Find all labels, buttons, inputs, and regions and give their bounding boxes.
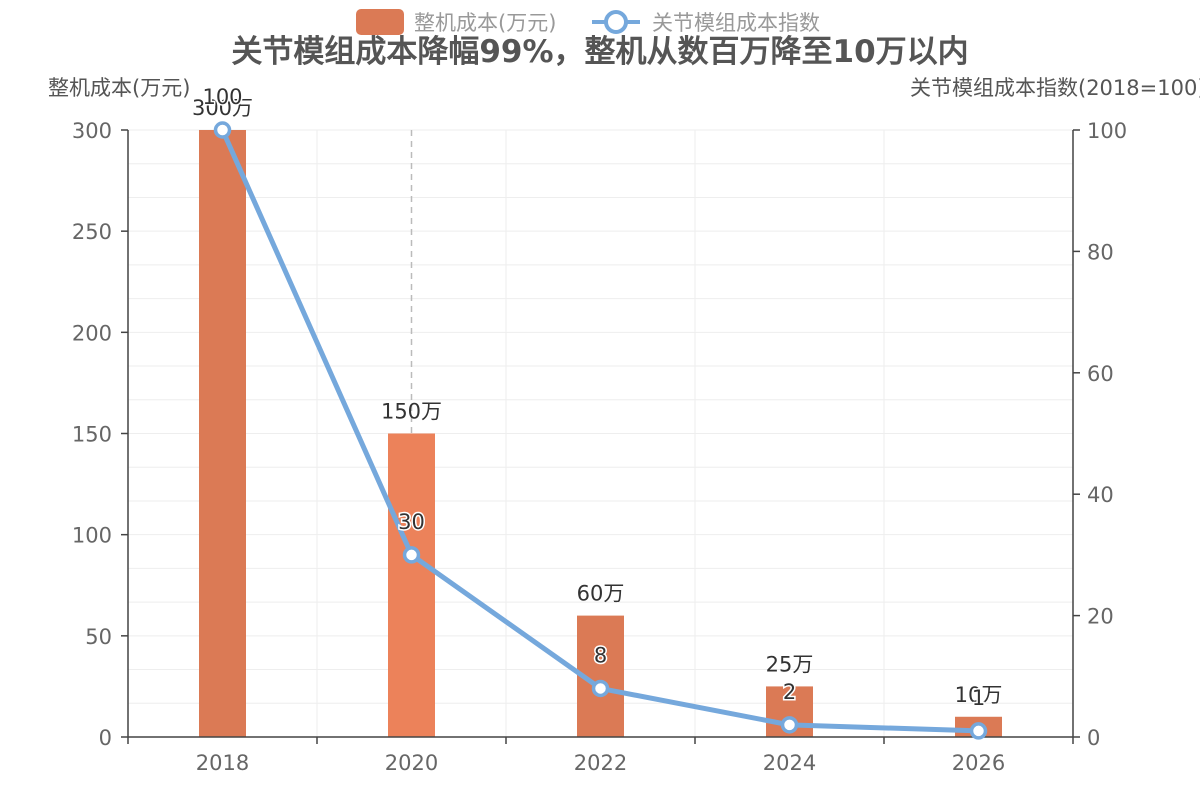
bar-value-label: 60万 — [577, 582, 625, 606]
y-axis-right-tick-label: 80 — [1087, 240, 1114, 264]
y-axis-left-tick-label: 150 — [72, 423, 112, 447]
x-axis-tick-label: 2022 — [574, 751, 627, 775]
y-axis-right-tick-label: 40 — [1087, 483, 1114, 507]
legend-bar-swatch[interactable] — [356, 9, 404, 35]
y-axis-right-ticks: 0 20 40 60 80 100 — [1073, 119, 1127, 750]
x-axis-tick-label: 2024 — [763, 751, 816, 775]
bar-value-label: 150万 — [381, 400, 442, 424]
legend[interactable]: 整机成本(万元) 关节模组成本指数 — [356, 9, 820, 35]
y-axis-left-ticks: 0 50 100 150 200 250 300 — [72, 119, 128, 750]
y-axis-right-title: 关节模组成本指数(2018=100) — [910, 76, 1200, 100]
line-point-2024 — [780, 716, 799, 734]
legend-line-label[interactable]: 关节模组成本指数 — [652, 11, 820, 35]
y-axis-left-title: 整机成本(万元) — [48, 76, 190, 100]
bar-value-label: 10万 — [955, 683, 1003, 707]
x-axis-tick-label: 2018 — [196, 751, 249, 775]
legend-bar-label[interactable]: 整机成本(万元) — [414, 11, 556, 35]
x-axis-ticks: 2018 2020 2022 2024 2026 — [196, 751, 1005, 775]
bar-2018 — [199, 130, 246, 737]
line-point-2022 — [591, 679, 610, 698]
y-axis-right-tick-label: 20 — [1087, 605, 1114, 629]
line-value-label: 8 — [594, 643, 607, 667]
y-axis-left-tick-label: 200 — [72, 321, 112, 345]
y-axis-left-tick-label: 0 — [99, 726, 112, 750]
x-axis-tick-label: 2020 — [385, 751, 438, 775]
line-point-2020 — [402, 546, 421, 564]
line-value-label: 100 — [202, 85, 242, 109]
x-axis-tick-label: 2026 — [952, 751, 1005, 775]
bar-2020 — [388, 433, 435, 737]
line-value-label: 30 — [398, 510, 425, 534]
line-labels: 100 30 8 2 1 — [201, 84, 987, 712]
line-point-2026 — [969, 722, 988, 740]
y-axis-left-tick-label: 50 — [85, 625, 112, 649]
chart-title: 关节模组成本降幅99%，整机从数百万降至10万以内 — [231, 34, 968, 70]
line-value-label: 2 — [783, 680, 796, 704]
y-axis-right-tick-label: 60 — [1087, 362, 1114, 386]
bar-value-label: 300万 — [192, 96, 253, 120]
bar-labels: 300万 150万 60万 25万 10万 — [192, 96, 1002, 707]
line-point-2018 — [213, 121, 232, 139]
y-axis-left-tick-label: 100 — [72, 524, 112, 548]
line-value-label: 1 — [972, 686, 985, 710]
grid — [128, 129, 1073, 737]
bars — [199, 130, 1002, 737]
y-axis-left-tick-label: 300 — [72, 119, 112, 143]
y-axis-left-tick-label: 250 — [72, 220, 112, 244]
line-points — [213, 121, 988, 740]
bar-value-label: 25万 — [766, 652, 814, 676]
legend-line-marker[interactable] — [604, 10, 628, 34]
y-axis-right-tick-label: 0 — [1087, 726, 1100, 750]
y-axis-right-tick-label: 100 — [1087, 119, 1127, 143]
